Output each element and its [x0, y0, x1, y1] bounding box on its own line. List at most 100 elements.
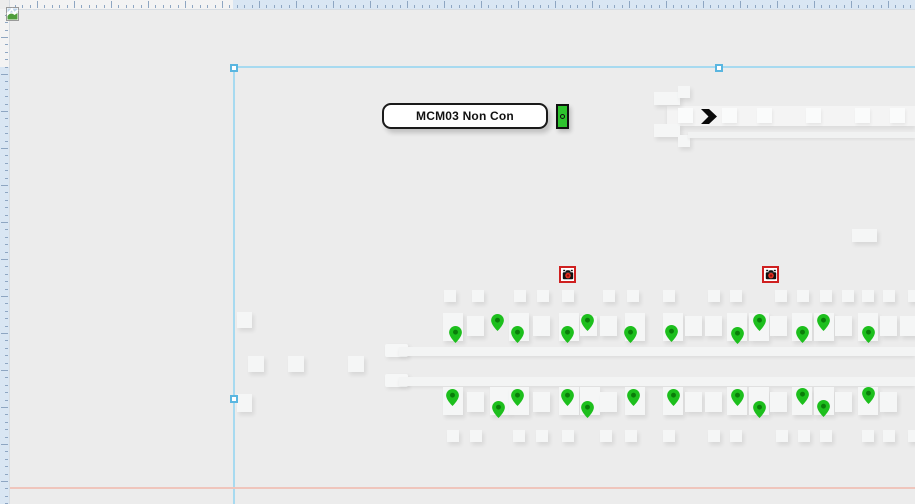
equipment-square-small[interactable]	[862, 430, 874, 442]
equipment-square-small[interactable]	[562, 290, 574, 302]
conveyor-line[interactable]	[399, 377, 915, 386]
belt-square[interactable]	[806, 108, 821, 123]
equipment-square-small[interactable]	[603, 290, 615, 302]
camera-icon[interactable]	[762, 266, 779, 283]
map-pin-icon[interactable]	[796, 388, 809, 405]
belt-square[interactable]	[757, 108, 772, 123]
equipment-square-small[interactable]	[627, 290, 639, 302]
equipment-square[interactable]	[237, 394, 252, 412]
equipment-square-small[interactable]	[470, 430, 482, 442]
equipment-square-small[interactable]	[513, 430, 525, 442]
equipment-square[interactable]	[685, 316, 702, 336]
equipment-square-small[interactable]	[820, 290, 832, 302]
mcm03-non-con-button[interactable]: MCM03 Non Con	[382, 103, 548, 129]
equipment-square-small[interactable]	[562, 430, 574, 442]
map-pin-icon[interactable]	[862, 326, 875, 343]
equipment-square-small[interactable]	[663, 430, 675, 442]
equipment-square[interactable]	[600, 316, 617, 336]
equipment-square[interactable]	[288, 356, 304, 372]
equipment-square-small[interactable]	[776, 430, 788, 442]
map-pin-icon[interactable]	[731, 327, 744, 344]
equipment-square[interactable]	[880, 392, 897, 412]
equipment-square[interactable]	[880, 316, 897, 336]
belt-square[interactable]	[890, 108, 905, 123]
camera-icon[interactable]	[559, 266, 576, 283]
selection-handle[interactable]	[230, 64, 238, 72]
map-pin-icon[interactable]	[561, 389, 574, 406]
equipment-square-small[interactable]	[730, 290, 742, 302]
belt-square[interactable]	[678, 108, 693, 123]
equipment-square[interactable]	[900, 316, 915, 336]
conveyor-line[interactable]	[399, 347, 915, 356]
valve-indicator[interactable]	[556, 104, 569, 129]
equipment-square-small[interactable]	[444, 290, 456, 302]
map-pin-icon[interactable]	[581, 401, 594, 418]
equipment-square-small[interactable]	[730, 430, 742, 442]
equipment-square-small[interactable]	[908, 290, 915, 302]
map-pin-icon[interactable]	[491, 314, 504, 331]
equipment-square-small[interactable]	[536, 430, 548, 442]
equipment-rect[interactable]	[852, 229, 877, 242]
equipment-square-small[interactable]	[797, 290, 809, 302]
conveyor-end-cap[interactable]	[654, 124, 680, 137]
equipment-square-small[interactable]	[798, 430, 810, 442]
equipment-square[interactable]	[348, 356, 364, 372]
map-pin-icon[interactable]	[561, 326, 574, 343]
map-pin-icon[interactable]	[492, 401, 505, 418]
map-pin-icon[interactable]	[796, 326, 809, 343]
map-pin-icon[interactable]	[667, 389, 680, 406]
equipment-square-small[interactable]	[820, 430, 832, 442]
selection-handle[interactable]	[715, 64, 723, 72]
equipment-square[interactable]	[467, 392, 484, 412]
conveyor-thin-band[interactable]	[688, 132, 915, 138]
equipment-square-small[interactable]	[775, 290, 787, 302]
map-pin-icon[interactable]	[449, 326, 462, 343]
equipment-square-small[interactable]	[708, 290, 720, 302]
conveyor-end-cap[interactable]	[678, 135, 690, 147]
conveyor-end-cap[interactable]	[654, 92, 680, 105]
map-pin-icon[interactable]	[446, 389, 459, 406]
equipment-square-small[interactable]	[537, 290, 549, 302]
equipment-square-small[interactable]	[908, 430, 915, 442]
map-pin-icon[interactable]	[817, 314, 830, 331]
map-pin-icon[interactable]	[624, 326, 637, 343]
equipment-square[interactable]	[685, 392, 702, 412]
equipment-square-small[interactable]	[708, 430, 720, 442]
equipment-square[interactable]	[705, 392, 722, 412]
equipment-square-small[interactable]	[663, 290, 675, 302]
equipment-square-small[interactable]	[625, 430, 637, 442]
map-pin-icon[interactable]	[511, 326, 524, 343]
selection-handle[interactable]	[230, 395, 238, 403]
equipment-square-small[interactable]	[514, 290, 526, 302]
equipment-square[interactable]	[237, 312, 252, 328]
equipment-square[interactable]	[835, 392, 852, 412]
map-pin-icon[interactable]	[665, 325, 678, 342]
equipment-square-small[interactable]	[842, 290, 854, 302]
equipment-square-small[interactable]	[600, 430, 612, 442]
equipment-square[interactable]	[705, 316, 722, 336]
map-pin-icon[interactable]	[753, 314, 766, 331]
map-pin-icon[interactable]	[627, 389, 640, 406]
map-pin-icon[interactable]	[511, 389, 524, 406]
equipment-square[interactable]	[467, 316, 484, 336]
conveyor-end-cap[interactable]	[678, 86, 690, 98]
map-pin-icon[interactable]	[862, 387, 875, 404]
equipment-square[interactable]	[770, 392, 787, 412]
equipment-square-small[interactable]	[447, 430, 459, 442]
map-pin-icon[interactable]	[581, 314, 594, 331]
equipment-square[interactable]	[600, 392, 617, 412]
map-pin-icon[interactable]	[731, 389, 744, 406]
equipment-square-small[interactable]	[883, 290, 895, 302]
equipment-square[interactable]	[248, 356, 264, 372]
belt-square[interactable]	[855, 108, 870, 123]
equipment-square[interactable]	[533, 316, 550, 336]
equipment-square[interactable]	[770, 316, 787, 336]
equipment-square[interactable]	[533, 392, 550, 412]
equipment-square[interactable]	[835, 316, 852, 336]
equipment-square-small[interactable]	[862, 290, 874, 302]
map-pin-icon[interactable]	[753, 401, 766, 418]
equipment-square-small[interactable]	[883, 430, 895, 442]
belt-square[interactable]	[722, 108, 737, 123]
map-pin-icon[interactable]	[817, 400, 830, 417]
